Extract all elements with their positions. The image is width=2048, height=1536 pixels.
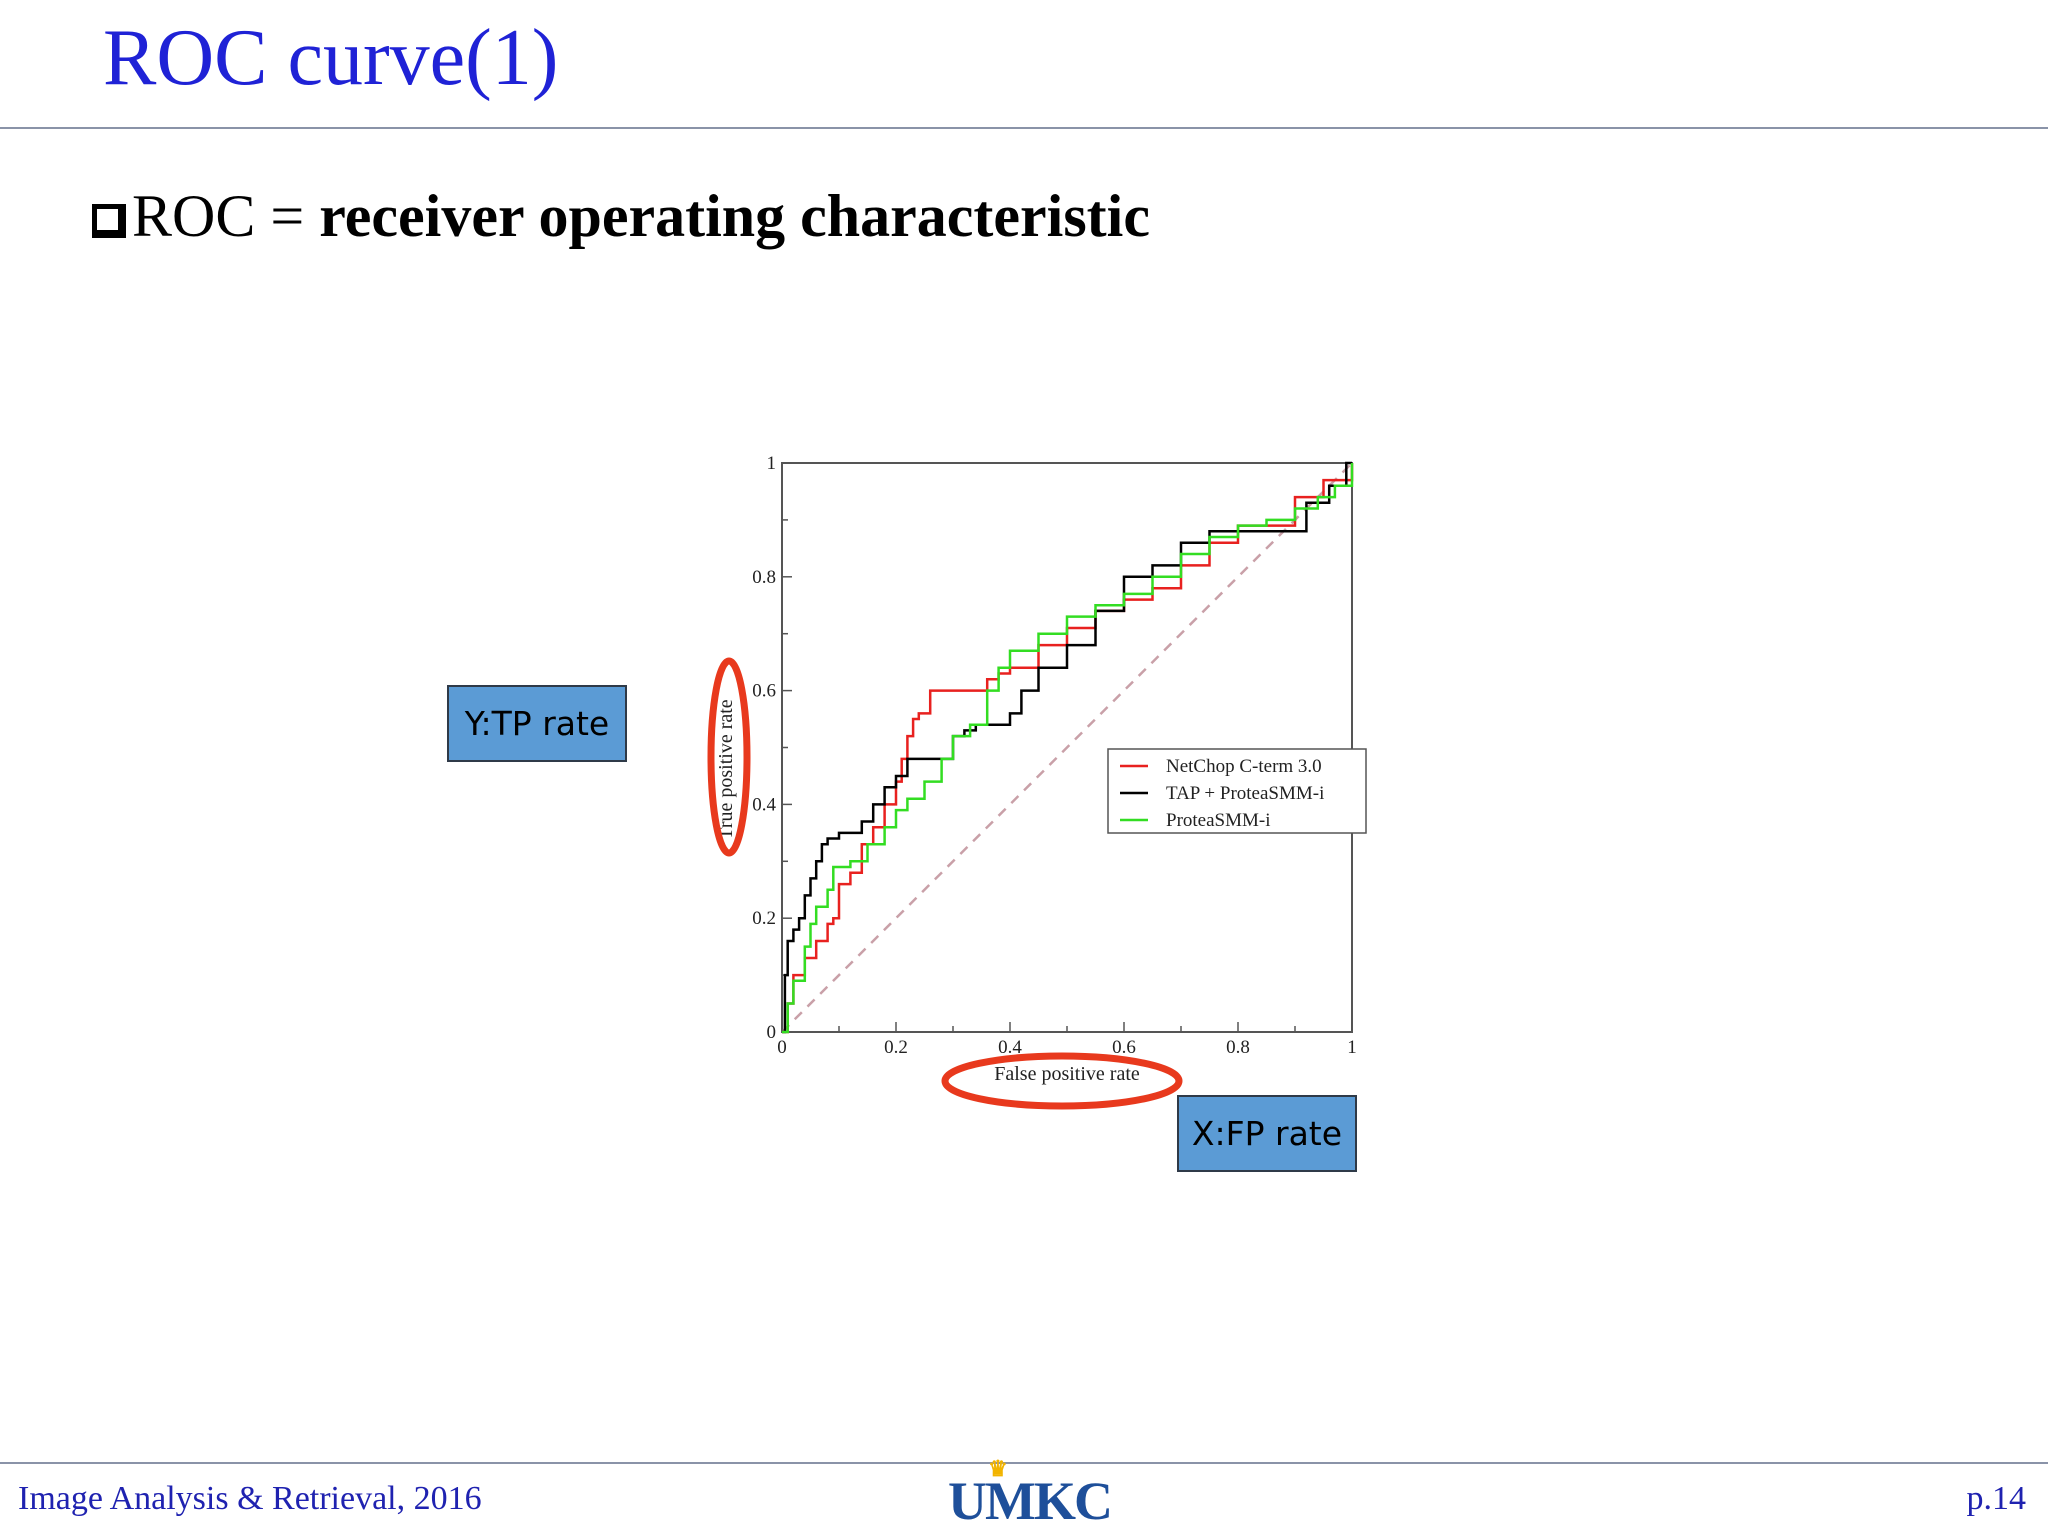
page-title: ROC curve(1) (103, 14, 559, 102)
y-tick-label: 0.2 (752, 908, 776, 929)
legend-label-2: ProteaSMM-i (1166, 810, 1271, 831)
checkbox-bullet-icon (92, 204, 126, 238)
umkc-logo: ♛ UMKC (948, 1456, 1113, 1532)
legend-label-0: NetChop C-term 3.0 (1166, 756, 1322, 777)
legend-box (1107, 748, 1367, 834)
x-tick-label: 0.8 (1226, 1037, 1250, 1058)
y-tick-label: 0 (767, 1022, 777, 1043)
diagonal-reference-line (781, 462, 1353, 1033)
logo-text: UMKC (948, 1471, 1113, 1531)
footer-course: Image Analysis & Retrieval, 2016 (18, 1480, 482, 1517)
x-tick-label: 1 (1347, 1037, 1357, 1058)
footer-divider (0, 1462, 2048, 1464)
legend-label-1: TAP + ProteaSMM-i (1166, 783, 1324, 804)
title-divider (0, 127, 2048, 129)
x-tick-label: 0.4 (998, 1037, 1022, 1058)
y-tick-label: 0.8 (752, 567, 776, 588)
x-axis-callout: X:FP rate (1177, 1095, 1357, 1172)
y-tick-label: 0.4 (752, 794, 776, 815)
bullet-roc-definition: ROC = receiver operating characteristic (92, 180, 1150, 252)
series-line-2 (782, 463, 1354, 1034)
y-tick-label: 1 (767, 453, 777, 474)
bullet-prefix: ROC = (132, 183, 320, 249)
y-tick-label: 0.6 (752, 681, 776, 702)
y-axis-callout: Y:TP rate (447, 685, 627, 762)
x-axis-highlight-ring (941, 1052, 1183, 1110)
y-axis-highlight-ring (707, 657, 751, 857)
bullet-bold-text: receiver operating characteristic (319, 183, 1150, 249)
series-line-0 (782, 463, 1354, 1034)
plot-area: 0 0.2 0.4 0.6 0.8 1 0 0.2 0.4 0.6 0.8 1 False positi… (707, 453, 1357, 1110)
x-tick-label: 0.2 (884, 1037, 908, 1058)
x-tick-label: 0.6 (1112, 1037, 1136, 1058)
x-tick-label: 0 (777, 1037, 787, 1058)
page-number: p.14 (1966, 1480, 2027, 1517)
y-axis-label: True positive rate (715, 699, 737, 839)
crown-icon: ♛ (988, 1456, 1008, 1481)
x-axis-label: False positive rate (994, 1063, 1140, 1085)
chart-legend: NetChop C-term 3.0 TAP + ProteaSMM-i Prote… (1107, 748, 1367, 834)
